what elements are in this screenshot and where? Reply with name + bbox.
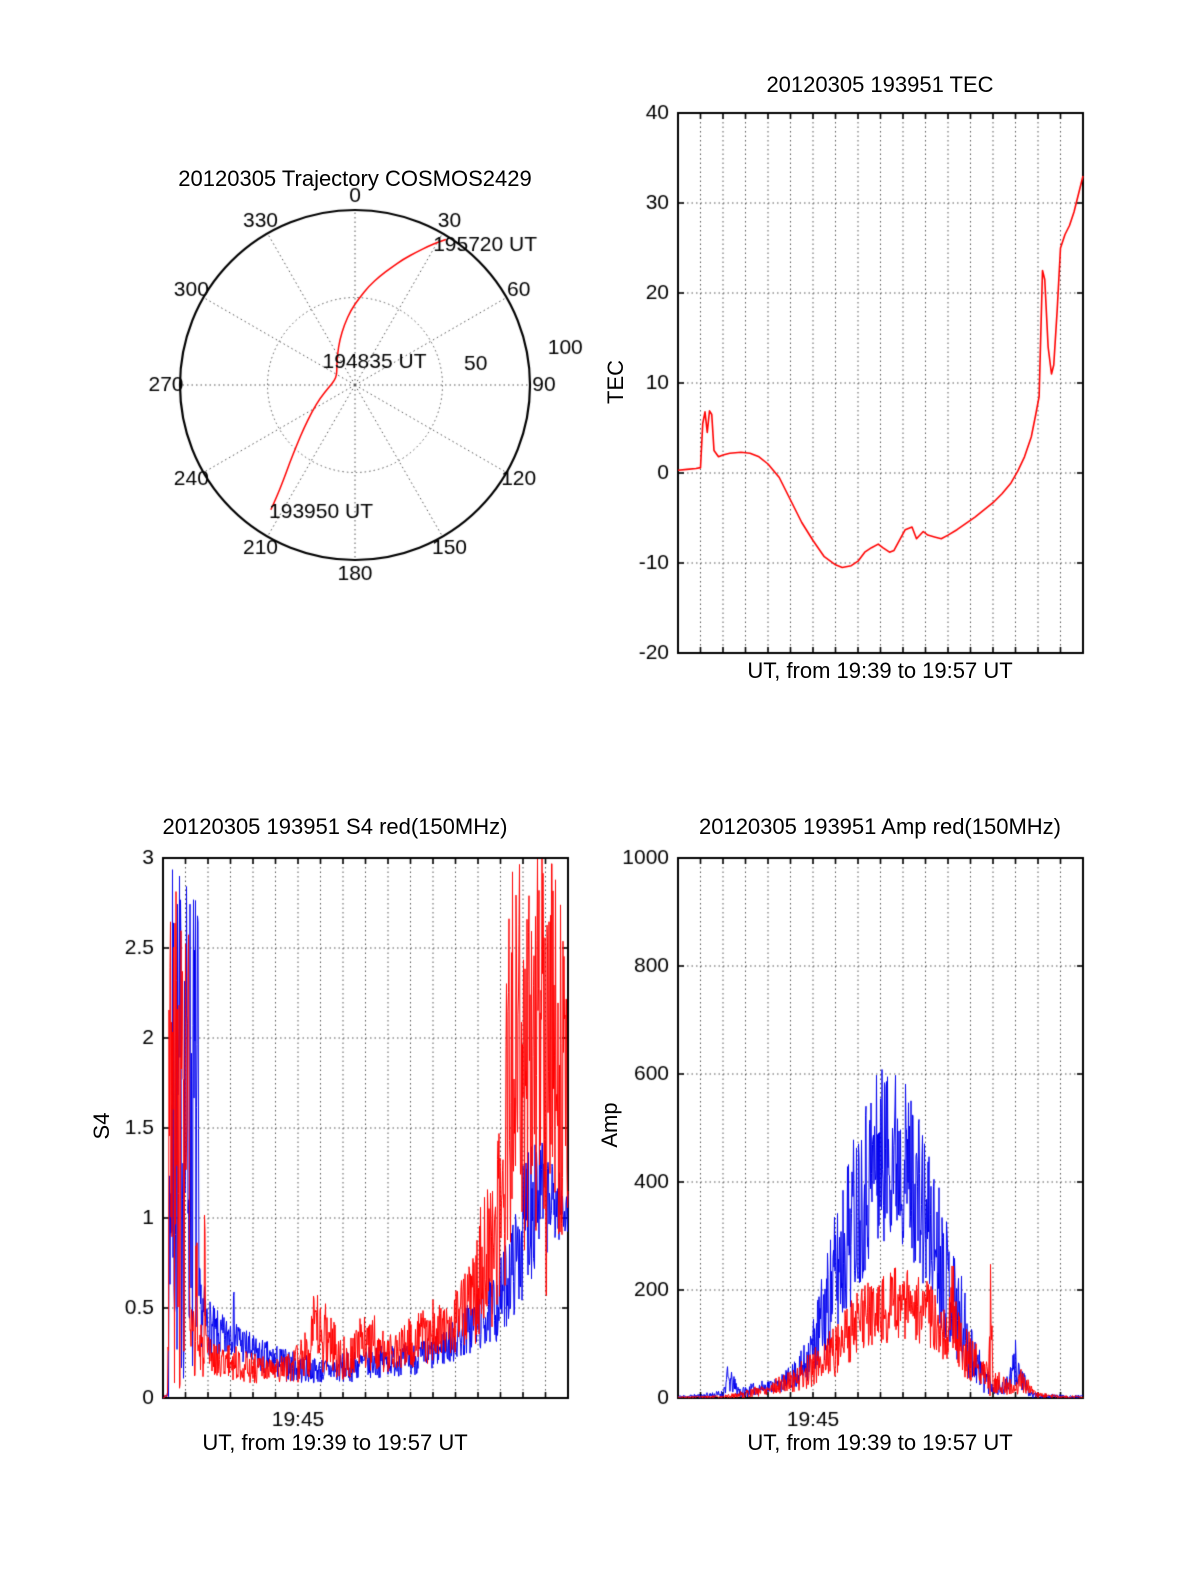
tec-title: 20120305 193951 TEC [766,72,994,97]
s4-plot-canvas [85,840,585,1440]
amp-x-axis-label: UT, from 19:39 to 19:57 UT [747,1430,1013,1455]
trajectory-polar-canvas [130,160,590,600]
amp-title: 20120305 193951 Amp red(150MHz) [698,814,1062,839]
s4-x-axis-label: UT, from 19:39 to 19:57 UT [202,1430,468,1455]
s4-title: 20120305 193951 S4 red(150MHz) [162,814,508,839]
tec-plot-canvas [600,95,1160,675]
amp-plot-canvas [600,840,1160,1440]
tec-x-axis-label: UT, from 19:39 to 19:57 UT [747,658,1013,683]
